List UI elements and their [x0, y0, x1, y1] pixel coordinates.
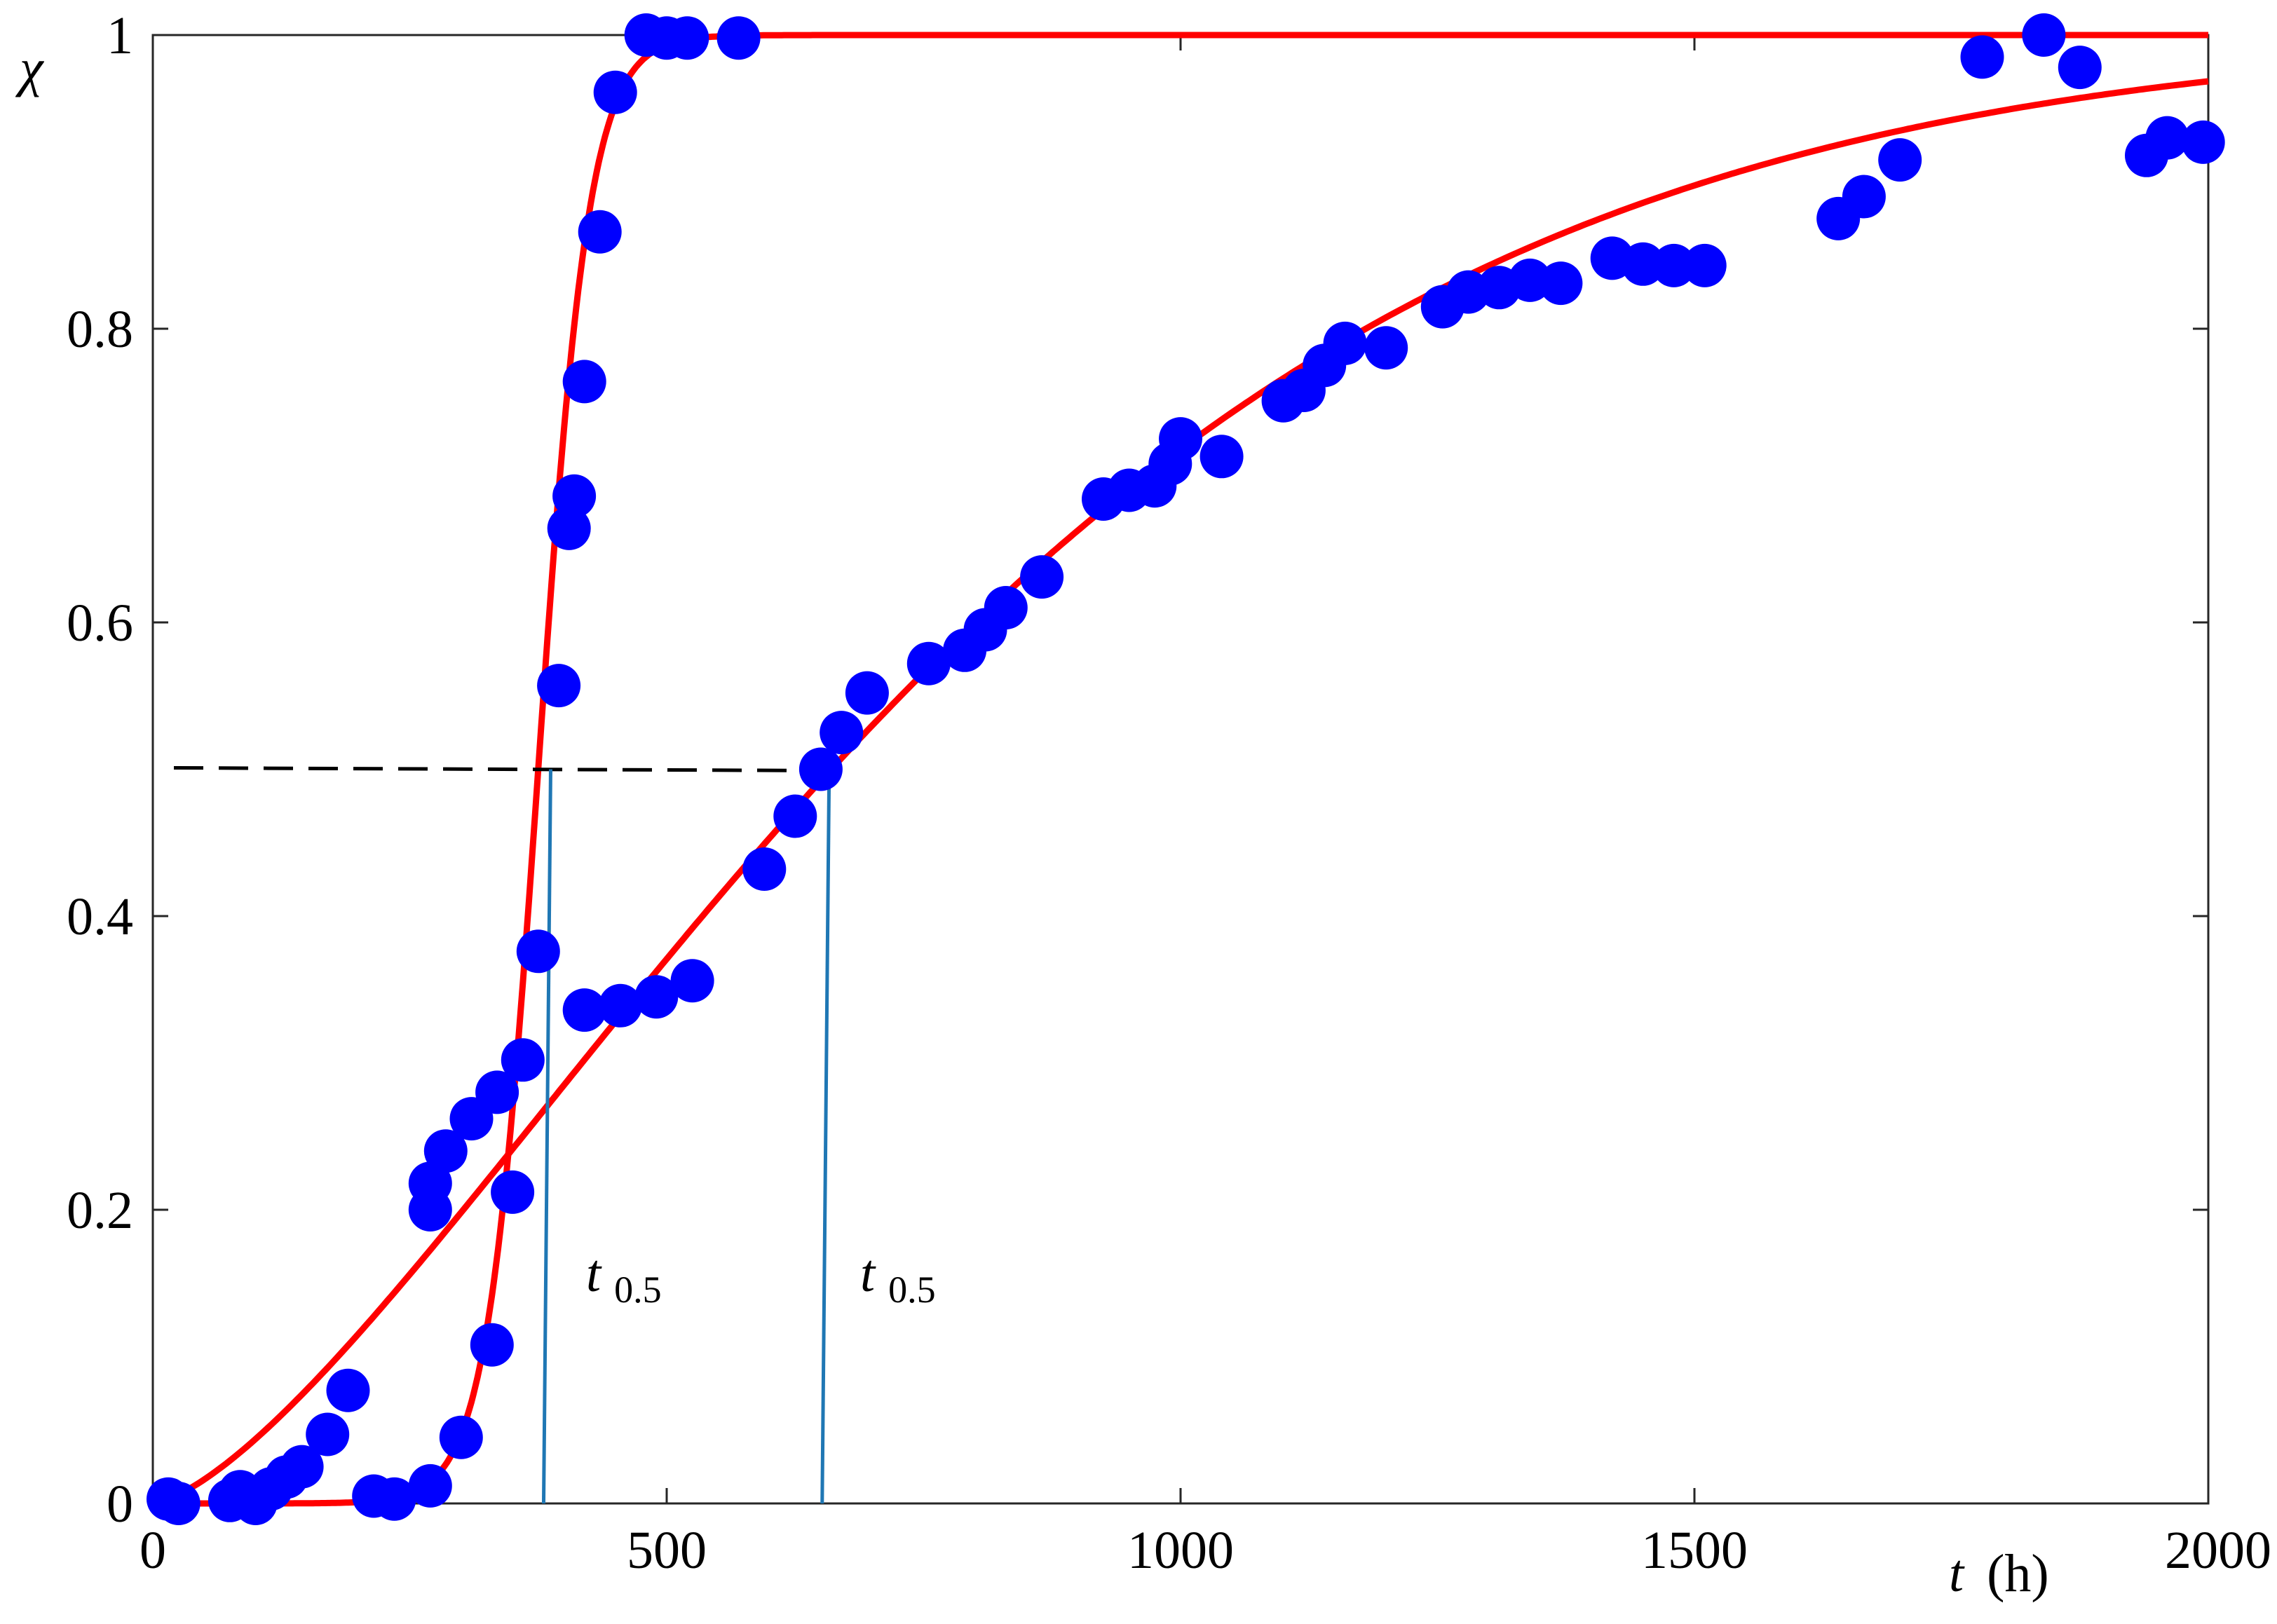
x-axis-label: t (h)	[1949, 1544, 2049, 1603]
x-tick-label: 500	[627, 1521, 707, 1580]
data-point	[1842, 175, 1886, 219]
data-point	[2145, 116, 2189, 160]
x-axis-symbol: t	[1949, 1544, 1965, 1603]
y-tick-label: 1	[107, 6, 133, 65]
data-point	[599, 983, 642, 1028]
data-point	[408, 1463, 452, 1508]
data-point	[984, 586, 1028, 629]
data-point	[665, 16, 709, 60]
data-point	[798, 747, 843, 791]
data-point	[1539, 261, 1583, 306]
data-point	[501, 1038, 545, 1082]
data-point	[1652, 243, 1696, 287]
t05-guides	[173, 766, 832, 1504]
y-tick-label: 0.4	[67, 887, 133, 946]
data-point	[2022, 13, 2066, 57]
data-point	[372, 1477, 416, 1521]
data-point	[906, 641, 951, 685]
data-point	[593, 70, 637, 114]
data-point	[716, 16, 761, 60]
data-point	[845, 671, 889, 715]
x-axis-unit: (h)	[1987, 1544, 2049, 1603]
x-tick-label: 0	[140, 1521, 166, 1580]
data-point	[516, 929, 560, 974]
x-tick-label: 1500	[1641, 1521, 1748, 1580]
data-point	[156, 1482, 200, 1525]
logistic-fit-curve	[151, 32, 2210, 1507]
data-point	[306, 1412, 350, 1456]
data-point	[470, 1323, 514, 1367]
data-point	[1199, 435, 1244, 479]
data-point	[1323, 321, 1367, 365]
data-point	[2058, 46, 2102, 90]
data-point	[1960, 35, 2004, 79]
half-level-dashed-line	[173, 766, 832, 772]
data-point	[439, 1415, 483, 1459]
data-point	[408, 1161, 452, 1206]
data-point	[634, 975, 679, 1019]
t05-label-1-base: t	[586, 1244, 602, 1303]
data-point	[1364, 326, 1408, 370]
data-point	[1683, 243, 1727, 287]
data-point	[820, 711, 864, 755]
data-point	[491, 1170, 535, 1214]
data-point	[537, 664, 581, 708]
data-point	[562, 360, 606, 404]
data-point	[1159, 417, 1202, 461]
data-point	[2181, 120, 2225, 164]
data-points	[147, 13, 2225, 1525]
y-tick-label: 0	[107, 1475, 133, 1534]
t05-label-2-base: t	[860, 1244, 876, 1303]
t05-label-1: t 0.5	[586, 1244, 662, 1311]
data-point	[773, 794, 817, 838]
data-point	[1020, 555, 1064, 599]
y-axis-label: χ	[15, 39, 44, 97]
x-tick-label: 2000	[2165, 1521, 2271, 1580]
y-tick-label: 0.2	[67, 1181, 133, 1240]
x-tick-label: 1000	[1127, 1521, 1234, 1580]
t05-line-2	[820, 769, 831, 1504]
data-point	[1621, 242, 1665, 286]
tick-labels: 0 500 1000 1500 2000 0 0.2 0.4 0.6 0.8 1	[67, 6, 2271, 1580]
t05-label-2-sub: 0.5	[888, 1269, 936, 1311]
data-point	[326, 1368, 370, 1412]
data-point	[475, 1070, 519, 1114]
data-point	[423, 1129, 468, 1173]
data-point	[547, 506, 591, 550]
data-point	[742, 847, 787, 891]
data-point	[578, 210, 622, 254]
data-point	[562, 988, 606, 1032]
data-point	[552, 474, 597, 518]
t05-label-2: t 0.5	[860, 1244, 936, 1311]
y-tick-label: 0.8	[67, 300, 133, 359]
data-point	[670, 959, 714, 1003]
t05-line-1	[541, 769, 552, 1504]
y-tick-label: 0.6	[67, 594, 133, 653]
data-point	[1878, 138, 1922, 182]
t05-label-1-sub: 0.5	[614, 1269, 662, 1311]
data-point	[280, 1445, 324, 1489]
